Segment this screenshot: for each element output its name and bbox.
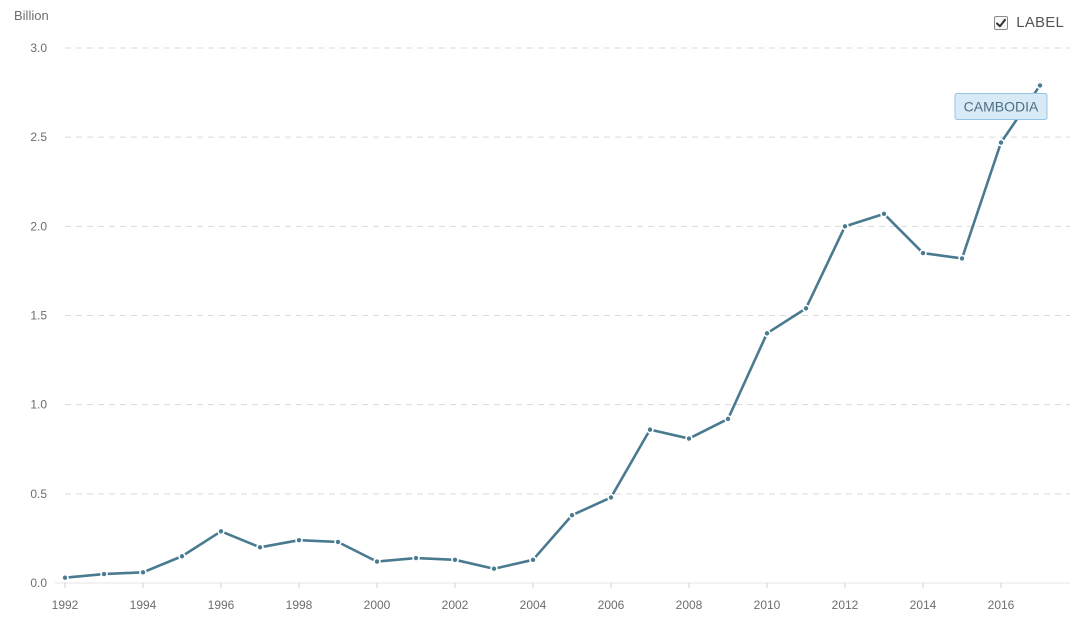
y-tick-label: 1.0 <box>30 398 47 412</box>
data-point <box>217 527 225 536</box>
x-tick-label: 2010 <box>754 598 781 612</box>
data-point <box>529 556 537 564</box>
data-point <box>685 434 693 443</box>
data-point <box>646 425 654 434</box>
data-point <box>763 329 771 338</box>
y-tick-label: 0.0 <box>30 576 47 590</box>
data-point <box>568 511 576 520</box>
x-tick-label: 2012 <box>832 598 859 612</box>
y-tick-label: 1.5 <box>30 309 47 323</box>
x-tick-label: 2008 <box>676 598 703 612</box>
series-label: CAMBODIA <box>964 98 1039 114</box>
data-point <box>451 556 459 564</box>
data-point <box>100 570 108 578</box>
y-tick-label: 2.0 <box>30 219 47 233</box>
grid-lines: 0.0 0.5 1.0 1.5 2.0 2.5 3.0 <box>30 41 1070 590</box>
label-toggle-text: LABEL <box>1016 14 1064 31</box>
data-point <box>178 552 186 561</box>
x-tick-label: 2000 <box>364 598 391 612</box>
x-tick-label: 2016 <box>988 598 1015 612</box>
data-point <box>607 493 615 502</box>
series-line <box>63 84 1042 579</box>
data-point <box>841 222 849 231</box>
x-tick-label: 1996 <box>208 598 235 612</box>
checkmark-icon <box>996 18 1007 27</box>
x-tick-label: 2006 <box>598 598 625 612</box>
data-point <box>61 573 69 582</box>
series-label-box <box>954 92 1048 120</box>
data-point <box>490 564 498 573</box>
data-point <box>1036 81 1044 90</box>
series-layer <box>61 81 1044 582</box>
data-point <box>412 554 420 562</box>
x-tick-label: 2014 <box>910 598 937 612</box>
y-axis-unit-label: Billion <box>14 8 49 23</box>
label-checkbox[interactable] <box>994 15 1009 30</box>
x-tick-label: 1998 <box>286 598 313 612</box>
data-point <box>256 543 264 552</box>
y-tick-label: 3.0 <box>30 41 47 55</box>
x-tick-label: 2002 <box>442 598 469 612</box>
x-tick-label: 1994 <box>130 598 157 612</box>
data-point <box>295 536 303 545</box>
x-tick-label: 2004 <box>520 598 547 612</box>
data-point <box>724 415 732 423</box>
data-point <box>373 557 381 566</box>
x-tick-label: 1992 <box>52 598 79 612</box>
x-axis: 1992 1994 1996 1998 2000 2002 2004 2006 2008 2010… <box>52 582 1070 612</box>
series-label-layer: CAMBODIA <box>954 92 1048 120</box>
label-toggle[interactable]: LABEL <box>994 14 1064 31</box>
data-point <box>334 538 342 546</box>
data-point <box>958 254 966 263</box>
y-tick-label: 2.5 <box>30 130 47 144</box>
data-point <box>919 249 927 257</box>
data-point <box>880 210 888 218</box>
data-point <box>139 568 147 577</box>
data-point <box>802 304 810 313</box>
y-tick-label: 0.5 <box>30 487 47 501</box>
data-point <box>997 138 1005 147</box>
